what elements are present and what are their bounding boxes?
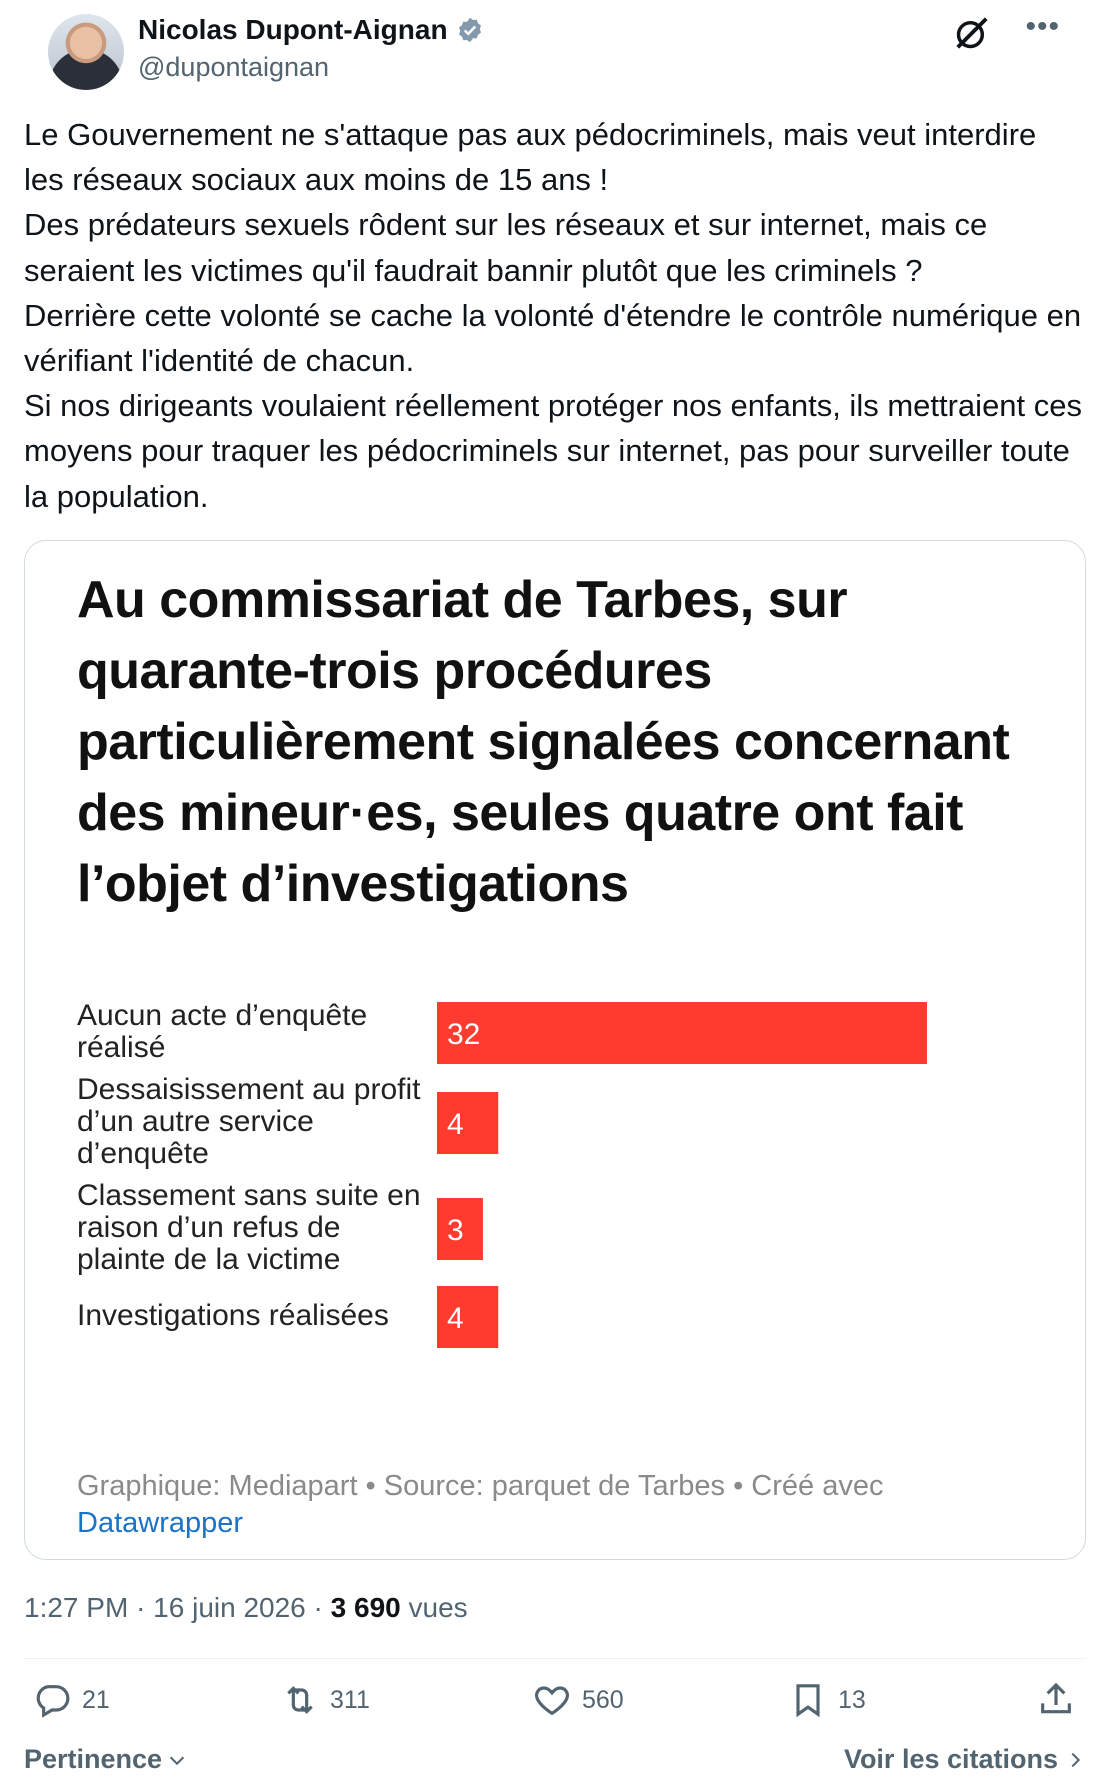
tweet-text: Le Gouvernement ne s'attaque pas aux péd…	[24, 117, 1083, 514]
author-name[interactable]: Nicolas Dupont-Aignan	[138, 14, 448, 45]
bar	[437, 1092, 499, 1154]
bottom-row: Pertinence Voir les citations	[24, 1744, 1086, 1784]
tweet-date[interactable]: 16 juin 2026	[153, 1592, 306, 1623]
heart-icon	[535, 1686, 569, 1716]
retweet-icon	[287, 1686, 313, 1714]
grok-icon[interactable]	[953, 14, 991, 52]
datawrapper-link[interactable]: Datawrapper	[77, 1507, 244, 1539]
category-label: réalisé	[77, 1031, 165, 1064]
chevron-right-icon	[1071, 1752, 1081, 1767]
bar	[437, 1002, 927, 1064]
category-label: d’un autre service	[77, 1105, 314, 1138]
retweet-count: 311	[330, 1685, 370, 1714]
media-card[interactable]: Au commissariat de Tarbes, sur quarante-…	[24, 540, 1086, 1560]
views-count: 3 690	[330, 1592, 401, 1623]
bar	[437, 1286, 499, 1348]
bar-row: Investigations réalisées 4	[77, 1286, 499, 1348]
sort-dropdown[interactable]: Pertinence	[24, 1744, 188, 1775]
avatar[interactable]	[48, 14, 124, 90]
category-label: raison d’un refus de	[77, 1211, 341, 1244]
view-quotes-link[interactable]: Voir les citations	[844, 1744, 1086, 1775]
like-count: 560	[582, 1685, 624, 1714]
chart-title: Au commissariat de Tarbes, sur quarante-…	[77, 571, 1010, 913]
bar	[437, 1198, 483, 1260]
retweet-button[interactable]: 311	[280, 1680, 370, 1720]
chart-source: Graphique: Mediapart • Source: parquet d…	[77, 1470, 884, 1502]
bar-value-label: 3	[447, 1214, 464, 1247]
action-bar: 21 311 560 13	[24, 1680, 1086, 1736]
category-label: plainte de la victime	[77, 1243, 340, 1276]
reply-button[interactable]: 21	[32, 1680, 110, 1720]
reply-count: 21	[82, 1685, 110, 1714]
divider	[24, 1658, 1086, 1659]
author-name-row[interactable]: Nicolas Dupont-Aignan	[138, 14, 484, 46]
separator: ·	[136, 1592, 146, 1623]
verified-badge-icon	[458, 17, 481, 43]
share-button[interactable]	[1036, 1680, 1076, 1720]
chevron-down-icon	[169, 1756, 185, 1765]
bookmark-icon	[796, 1684, 820, 1718]
like-button[interactable]: 560	[532, 1680, 624, 1720]
tweet-timestamp[interactable]: 1:27 PM · 16 juin 2026 · 3 690 vues	[24, 1592, 468, 1624]
author-handle[interactable]: @dupontaignan	[138, 52, 330, 82]
bookmark-button[interactable]: 13	[788, 1680, 866, 1720]
category-label: Aucun acte d’enquête	[77, 1001, 367, 1032]
more-icon[interactable]: •••	[1025, 10, 1060, 43]
category-label: Investigations réalisées	[77, 1299, 389, 1332]
chart-footer: Graphique: Mediapart • Source: parquet d…	[77, 1468, 977, 1542]
bar-value-label: 4	[447, 1302, 464, 1335]
category-label: Dessaisissement au profit	[77, 1073, 421, 1106]
bar-value-label: 4	[447, 1108, 464, 1141]
bookmark-count: 13	[838, 1685, 866, 1714]
sort-label: Pertinence	[24, 1744, 163, 1774]
separator: ·	[313, 1592, 323, 1623]
tweet-time[interactable]: 1:27 PM	[24, 1592, 129, 1623]
bar-value-label: 32	[447, 1018, 480, 1051]
quotes-label: Voir les citations	[843, 1744, 1058, 1774]
category-label: d’enquête	[77, 1137, 209, 1170]
reply-icon	[36, 1685, 70, 1718]
share-icon	[1041, 1682, 1071, 1714]
views-label: vues	[408, 1592, 468, 1623]
tweet-header: Nicolas Dupont-Aignan @dupontaignan •••	[24, 0, 1086, 104]
category-label: Classement sans suite en	[77, 1179, 421, 1212]
